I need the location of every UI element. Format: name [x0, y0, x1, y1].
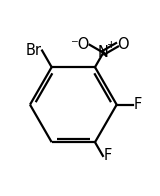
Text: Br: Br — [26, 43, 42, 58]
Text: +: + — [107, 40, 115, 50]
Text: N: N — [98, 45, 109, 60]
Text: F: F — [104, 148, 112, 163]
Text: ⁻O: ⁻O — [70, 37, 90, 52]
Text: F: F — [133, 97, 141, 112]
Text: O: O — [117, 37, 129, 52]
